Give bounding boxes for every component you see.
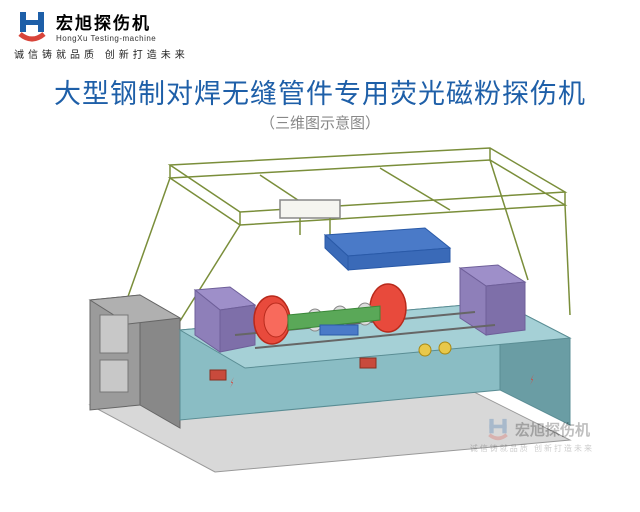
- watermark-tagline: 诚信铸就品质 创新打造未来: [470, 443, 594, 454]
- page-title: 大型钢制对焊无缝管件专用荧光磁粉探伤机: [0, 72, 640, 111]
- logo-text: 宏旭探伤机 HongXu Testing-machine: [56, 9, 156, 43]
- logo-mark: [14, 8, 50, 44]
- logo-cn: 宏旭探伤机: [56, 9, 156, 34]
- watermark: 宏旭探伤机: [485, 416, 590, 442]
- page-subtitle: （三维图示意图）: [0, 112, 640, 133]
- logo-area: 宏旭探伤机 HongXu Testing-machine: [14, 8, 156, 44]
- tagline: 诚信铸就品质 创新打造未来: [14, 46, 189, 61]
- watermark-text: 宏旭探伤机: [515, 419, 590, 440]
- logo-en: HongXu Testing-machine: [56, 34, 156, 43]
